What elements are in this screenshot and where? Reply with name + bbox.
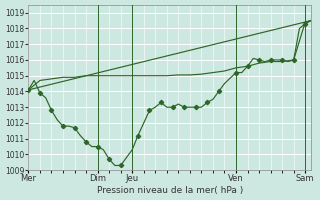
- X-axis label: Pression niveau de la mer( hPa ): Pression niveau de la mer( hPa ): [97, 186, 243, 195]
